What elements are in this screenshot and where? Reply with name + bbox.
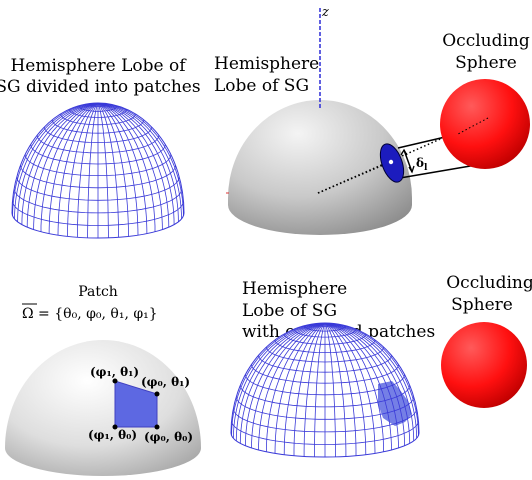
z-axis-label: z: [321, 5, 329, 20]
patch-grid-occluded: [231, 323, 419, 457]
caption-top-right-line1: Occluding: [442, 31, 530, 51]
gridded-hemisphere-occluded: [230, 322, 420, 458]
disk-center-dot: [388, 159, 394, 165]
caption-top-right-line2: Sphere: [455, 53, 517, 73]
caption-bottom-right-line1: Occluding: [446, 273, 532, 293]
view-cone-dotted-lower: [317, 162, 389, 194]
caption-top-middle-line2: Lobe of SG: [214, 76, 309, 96]
patch-grid: [12, 103, 184, 238]
corner-label-phi0-theta1: (φ₀, θ₁): [141, 375, 190, 389]
omega-symbol: Ω: [22, 306, 34, 322]
panel-top-middle: Hemisphere Lobe of SG z δl: [214, 5, 489, 235]
gray-hemisphere-patch: [5, 340, 201, 476]
occluding-sphere-bottom: [441, 322, 527, 408]
delta-arrow: [403, 149, 413, 173]
corner-label-phi1-theta1: (φ₁, θ₁): [90, 365, 139, 379]
patch-set-formula: Ω = {θ₀, φ₀, θ₁, φ₁}: [22, 306, 158, 322]
caption-bottom-right-line2: Sphere: [451, 295, 513, 315]
panel-top-left: Hemisphere Lobe of SG divided into patch…: [0, 56, 201, 239]
panel-bottom-left: Patch Ω = {θ₀, φ₀, θ₁, φ₁} (φ₁, θ₁) (φ₀,…: [5, 284, 201, 476]
panel-bottom-middle: Hemisphere Lobe of SG with occluded patc…: [230, 279, 435, 458]
patch-set-text: = {θ₀, φ₀, θ₁, φ₁}: [34, 306, 158, 322]
delta-label: δl: [416, 156, 428, 173]
caption-top-left-line2: SG divided into patches: [0, 77, 201, 97]
occluding-sphere: [440, 79, 530, 169]
caption-bottom-left-line1: Patch: [78, 284, 118, 300]
gray-hemisphere: [228, 100, 412, 235]
caption-bottom-middle-line2: Lobe of SG: [242, 301, 337, 321]
panel-bottom-right: Occluding Sphere: [441, 273, 532, 408]
view-cone-dotted-upper: [317, 117, 489, 194]
caption-bottom-middle-line1: Hemisphere: [242, 279, 347, 299]
occluded-patch-region: [378, 381, 412, 426]
caption-top-left-line1: Hemisphere Lobe of: [10, 56, 187, 76]
gridded-hemisphere: [11, 102, 185, 239]
corner-label-phi1-theta0: (φ₁, θ₀): [88, 428, 137, 442]
caption-top-middle-line1: Hemisphere: [214, 54, 319, 74]
panel-top-right: Occluding Sphere: [440, 31, 530, 169]
corner-label-phi0-theta0: (φ₀, θ₀): [144, 430, 193, 444]
